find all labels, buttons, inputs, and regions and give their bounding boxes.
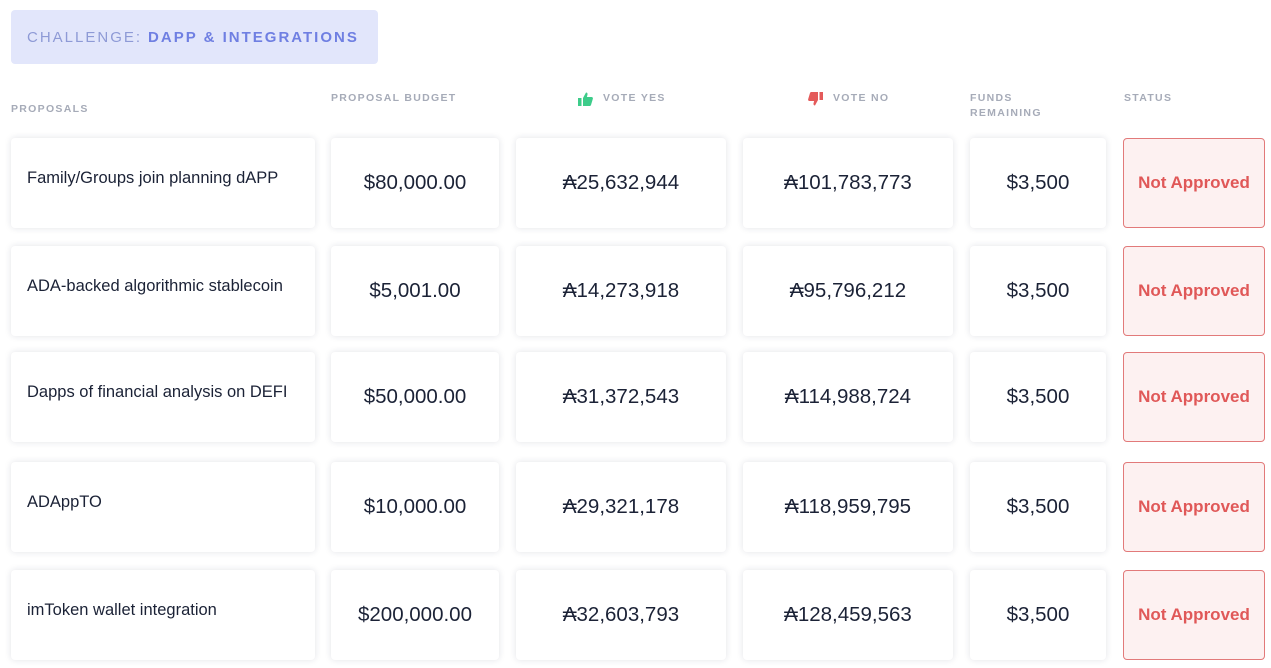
challenge-badge: CHALLENGE: DAPP & INTEGRATIONS <box>11 10 378 64</box>
funds-remaining: $3,500 <box>970 352 1106 442</box>
proposal-name[interactable]: imToken wallet integration <box>11 570 315 660</box>
thumbs-down-icon <box>808 91 823 106</box>
proposal-budget: $10,000.00 <box>331 462 499 552</box>
proposal-budget: $5,001.00 <box>331 246 499 336</box>
vote-yes-amount: ₳31,372,543 <box>516 352 726 442</box>
vote-no-label: VOTE NO <box>833 92 890 104</box>
header-status: STATUS <box>1124 92 1173 104</box>
status-badge: Not Approved <box>1123 352 1265 442</box>
vote-yes-amount: ₳32,603,793 <box>516 570 726 660</box>
funds-remaining: $3,500 <box>970 138 1106 228</box>
header-proposals: PROPOSALS <box>11 103 89 115</box>
funds-line2: REMAINING <box>970 107 1042 119</box>
vote-yes-amount: ₳25,632,944 <box>516 138 726 228</box>
status-badge: Not Approved <box>1123 138 1265 228</box>
thumbs-up-icon <box>578 92 593 106</box>
proposal-budget: $200,000.00 <box>331 570 499 660</box>
proposal-budget: $50,000.00 <box>331 352 499 442</box>
vote-no-amount: ₳95,796,212 <box>743 246 953 336</box>
vote-yes-amount: ₳29,321,178 <box>516 462 726 552</box>
vote-no-amount: ₳128,459,563 <box>743 570 953 660</box>
status-badge: Not Approved <box>1123 246 1265 336</box>
vote-no-amount: ₳101,783,773 <box>743 138 953 228</box>
funds-remaining: $3,500 <box>970 246 1106 336</box>
funds-remaining: $3,500 <box>970 570 1106 660</box>
funds-remaining: $3,500 <box>970 462 1106 552</box>
vote-no-amount: ₳114,988,724 <box>743 352 953 442</box>
proposal-budget: $80,000.00 <box>331 138 499 228</box>
proposal-name[interactable]: ADAppTO <box>11 462 315 552</box>
proposal-name[interactable]: Family/Groups join planning dAPP <box>11 138 315 228</box>
vote-yes-label: VOTE YES <box>603 92 666 104</box>
challenge-prefix: CHALLENGE: <box>27 28 143 46</box>
header-budget: PROPOSAL BUDGET <box>331 92 457 104</box>
challenge-name: DAPP & INTEGRATIONS <box>148 28 359 46</box>
vote-no-amount: ₳118,959,795 <box>743 462 953 552</box>
header-funds-remaining: FUNDS REMAINING <box>970 91 1042 121</box>
proposal-name[interactable]: ADA-backed algorithmic stablecoin <box>11 246 315 336</box>
status-badge: Not Approved <box>1123 462 1265 552</box>
proposal-name[interactable]: Dapps of financial analysis on DEFI <box>11 352 315 442</box>
vote-yes-amount: ₳14,273,918 <box>516 246 726 336</box>
header-vote-yes: VOTE YES <box>578 91 666 106</box>
funds-line1: FUNDS <box>970 92 1013 104</box>
header-vote-no: VOTE NO <box>808 91 889 106</box>
status-badge: Not Approved <box>1123 570 1265 660</box>
